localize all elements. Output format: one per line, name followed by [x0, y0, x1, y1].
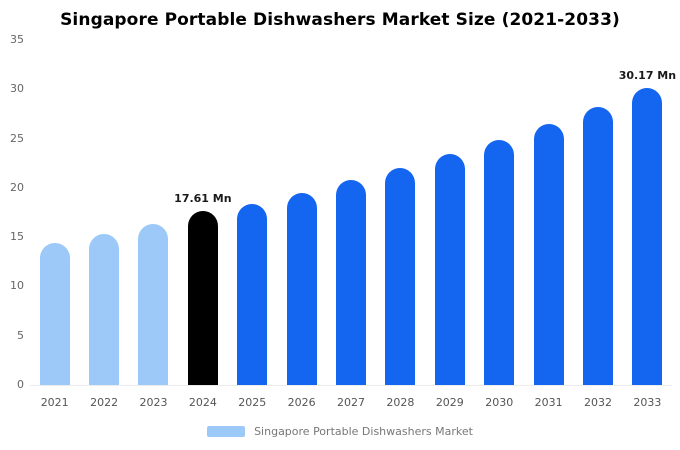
bar: [434, 154, 465, 385]
bar-column: [79, 234, 128, 385]
bar: [582, 107, 613, 385]
bar: [187, 211, 218, 385]
bar-column: [376, 168, 425, 385]
bar-column: [475, 139, 524, 385]
bar-column: [573, 107, 622, 385]
x-tick-label: 2024: [188, 396, 217, 409]
y-tick-label: 25: [10, 131, 24, 145]
legend-item[interactable]: Singapore Portable Dishwashers Market: [0, 425, 680, 438]
bar: [39, 243, 70, 385]
bar-value-annotation: 30.17 Mn: [618, 68, 677, 82]
bar-column: [228, 203, 277, 385]
bar-column: [30, 243, 79, 385]
legend-swatch: [207, 426, 246, 437]
x-tick-label: 2032: [583, 396, 612, 409]
bar-column: [326, 179, 375, 385]
bar: [237, 203, 268, 385]
bar: [89, 234, 120, 385]
x-tick-label: 2025: [238, 396, 267, 409]
x-axis: 2021 2022 2023 2024 2025 2026 2027 2028 2029 2030…: [30, 386, 672, 409]
bar: [484, 139, 515, 385]
y-axis: 0 5 10 15 20 25 30 35: [0, 34, 30, 391]
x-tick-label: 2028: [386, 396, 415, 409]
x-tick-label: 2023: [139, 396, 168, 409]
x-tick-label: 2021: [40, 396, 69, 409]
x-tick-label: 2029: [435, 396, 464, 409]
x-tick-label: 2022: [90, 396, 119, 409]
bar-column: 30.17 Mn: [619, 69, 676, 385]
bar-column: [277, 192, 326, 385]
bar: [138, 224, 169, 385]
x-tick-label: 2030: [485, 396, 514, 409]
x-tick-label: 2031: [534, 396, 563, 409]
x-tick-label: 2026: [287, 396, 316, 409]
bar-column: [129, 224, 178, 385]
bar-column: 17.61 Mn: [174, 192, 232, 385]
y-tick-label: 10: [10, 279, 24, 293]
bar-column: [425, 154, 474, 385]
x-tick-label: 2033: [633, 396, 662, 409]
bar: [336, 179, 367, 385]
bar-value-annotation: 17.61 Mn: [174, 192, 232, 206]
plot-area: 17.61 Mn 30.17 Mn: [30, 40, 676, 386]
y-tick-label: 15: [10, 230, 24, 244]
bar-column: [524, 123, 573, 385]
y-tick-label: 0: [17, 378, 24, 391]
plot-region: 0 5 10 15 20 25 30 35 17.61 Mn 30.17 Mn: [0, 34, 680, 391]
bar: [385, 168, 416, 385]
y-tick-label: 20: [10, 180, 24, 194]
bar: [533, 123, 564, 385]
y-tick-label: 30: [10, 82, 24, 96]
x-tick-label: 2027: [337, 396, 366, 409]
bars: 17.61 Mn 30.17 Mn: [30, 40, 676, 385]
bar: [286, 192, 317, 385]
bar: [632, 87, 663, 385]
legend-label: Singapore Portable Dishwashers Market: [254, 425, 473, 438]
y-tick-label: 5: [17, 328, 24, 342]
chart-title: Singapore Portable Dishwashers Market Si…: [60, 10, 620, 30]
y-tick-label: 35: [10, 33, 24, 46]
